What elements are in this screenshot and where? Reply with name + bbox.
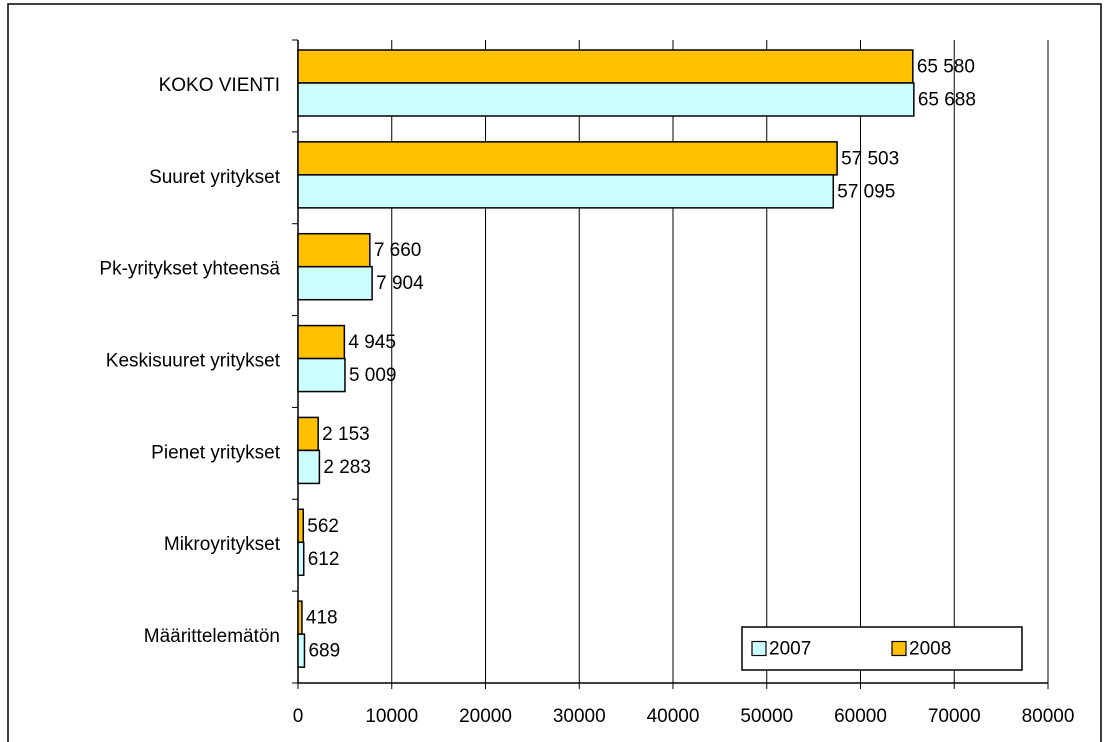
x-tick-label: 30000 [553,706,606,727]
x-tick-label: 20000 [459,706,512,727]
data-label: 65 688 [918,90,976,111]
bar [297,174,835,209]
data-label: 7 904 [376,273,424,294]
x-tick-label: 40000 [647,706,700,727]
bar [297,508,305,544]
data-label: 2 153 [322,424,370,445]
data-label: 65 580 [917,57,975,78]
legend-label: 2007 [769,639,811,660]
x-tick-label: 50000 [740,706,793,727]
data-label: 689 [308,641,340,662]
x-tick-label: 80000 [1022,706,1075,727]
y-tick-label: Pienet yritykset [151,442,281,463]
bar [297,82,915,117]
y-tick-label: Keskisuuret yritykset [106,351,281,372]
bar [297,600,303,635]
legend-label: 2008 [909,639,951,660]
data-label: 4 945 [348,332,396,353]
bar [297,449,321,485]
chart-border [7,3,1102,742]
x-tick-label: 0 [293,706,304,727]
bar [297,232,371,268]
data-label: 562 [307,516,339,537]
bar [297,416,319,452]
data-label: 2 283 [323,457,371,478]
bar [297,541,305,577]
data-label: 7 660 [374,240,422,261]
bar [297,633,306,668]
y-tick-label: Pk-yritykset yhteensä [99,259,280,280]
x-tick-label: 10000 [365,706,418,727]
bar [297,357,346,393]
bar [297,141,838,176]
y-tick-label: Mikroyritykset [164,534,281,555]
data-label: 5 009 [349,365,397,386]
bar [297,265,373,301]
y-tick-label: Määrittelemätön [144,626,280,647]
y-tick-label: Suuret yritykset [149,167,281,188]
data-label: 57 095 [837,181,895,202]
data-label: 57 503 [841,148,899,169]
legend-swatch [751,640,767,657]
legend-swatch [891,640,907,657]
y-tick-label: KOKO VIENTI [159,75,280,96]
x-tick-label: 70000 [928,706,981,727]
data-label: 612 [308,549,340,570]
bar [297,49,914,84]
bar [297,324,346,360]
x-tick-label: 60000 [834,706,887,727]
legend-box [741,626,1023,671]
data-label: 418 [306,608,338,629]
